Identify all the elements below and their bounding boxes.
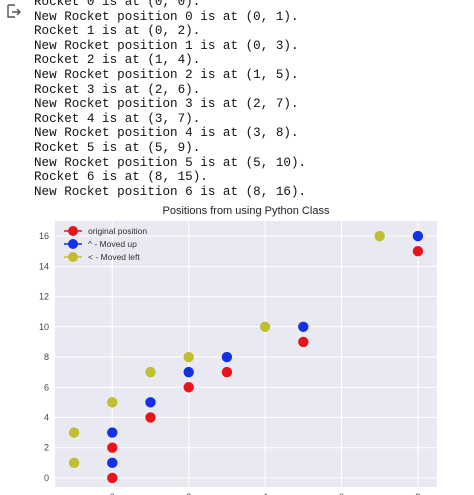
scatter-chart: Positions from using Python Class 024680… (0, 200, 474, 495)
data-point (107, 397, 118, 408)
output-line: New Rocket position 1 is at (0, 3). (34, 38, 299, 53)
data-point (374, 230, 385, 242)
output-line: New Rocket position 2 is at (1, 5). (34, 67, 299, 82)
data-point (298, 321, 309, 332)
chart-title: Positions from using Python Class (163, 205, 330, 217)
legend-label: ^ - Moved up (88, 239, 137, 249)
legend-label: < - Moved left (88, 252, 140, 262)
y-tick-label: 8 (44, 352, 49, 362)
legend-marker (68, 252, 78, 262)
legend-label: original position (88, 226, 147, 236)
data-point (412, 230, 424, 242)
console-output: Rocket 0 is at (0, 0). New Rocket positio… (34, 0, 306, 199)
x-tick-label: 0 (110, 492, 115, 495)
plot-area: 0 2 4 6 8 0 2 4 6 8 10 12 14 16 original position ^ - M… (39, 221, 437, 495)
output-line: Rocket 3 is at (2, 6). (34, 82, 201, 97)
output-line: New Rocket position 3 is at (2, 7). (34, 97, 299, 112)
data-point (259, 321, 271, 332)
y-tick-label: 12 (39, 292, 49, 302)
x-tick-label: 6 (339, 492, 344, 495)
data-point (183, 382, 194, 393)
data-point (68, 427, 80, 438)
data-point (145, 366, 156, 378)
x-tick-label: 8 (415, 492, 420, 495)
data-point (107, 427, 118, 438)
data-point (145, 397, 156, 408)
output-line: New Rocket position 6 is at (8, 16). (34, 184, 307, 199)
y-tick-label: 0 (44, 473, 49, 483)
output-line: Rocket 2 is at (1, 4). (34, 53, 201, 68)
y-tick-label: 4 (44, 412, 49, 422)
data-point (145, 412, 156, 423)
data-point (107, 457, 118, 469)
data-point (107, 442, 118, 453)
y-tick-label: 14 (39, 261, 49, 271)
data-point (221, 366, 233, 378)
data-point (107, 472, 118, 484)
data-point (183, 351, 194, 363)
legend-marker (68, 226, 78, 236)
output-line: Rocket 4 is at (3, 7). (34, 111, 201, 126)
data-point (412, 246, 424, 257)
output-line: Rocket 5 is at (5, 9). (34, 140, 201, 155)
output-line: Rocket 1 is at (0, 2). (34, 24, 201, 39)
output-line: New Rocket position 4 is at (3, 8). (34, 126, 299, 141)
data-point (183, 366, 194, 378)
data-point (68, 457, 80, 469)
output-line: New Rocket position 5 is at (5, 10). (34, 155, 307, 170)
output-line: Rocket 6 is at (8, 15). (34, 170, 208, 185)
y-tick-label: 6 (44, 382, 49, 392)
legend-marker (68, 239, 78, 249)
x-tick-label: 2 (186, 492, 191, 495)
output-arrow-icon (6, 3, 22, 19)
data-point (298, 336, 309, 348)
y-tick-label: 16 (39, 231, 49, 241)
plot-background (55, 221, 437, 487)
data-point (221, 351, 233, 363)
chart-svg: Positions from using Python Class 024680… (39, 205, 437, 495)
y-tick-label: 10 (39, 322, 49, 332)
y-tick-label: 2 (44, 443, 49, 453)
output-line: Rocket 0 is at (0, 0). (34, 0, 201, 9)
x-tick-label: 4 (263, 492, 268, 495)
output-line: New Rocket position 0 is at (0, 1). (34, 9, 299, 24)
